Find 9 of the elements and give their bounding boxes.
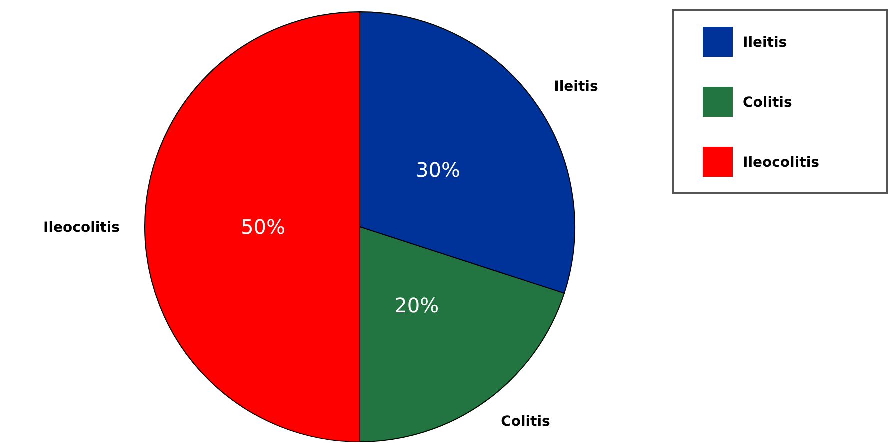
slice-label: Ileitis bbox=[554, 78, 598, 95]
slice-label: Colitis bbox=[501, 414, 550, 430]
slice-label: Ileocolitis bbox=[44, 220, 120, 236]
legend-label: Ileocolitis bbox=[743, 154, 820, 171]
data-label: 30% bbox=[416, 158, 460, 182]
data-label: 50% bbox=[241, 215, 286, 239]
legend-label: Ileitis bbox=[743, 34, 788, 51]
legend-label: Colitis bbox=[743, 94, 792, 111]
data-label: 20% bbox=[394, 293, 440, 318]
